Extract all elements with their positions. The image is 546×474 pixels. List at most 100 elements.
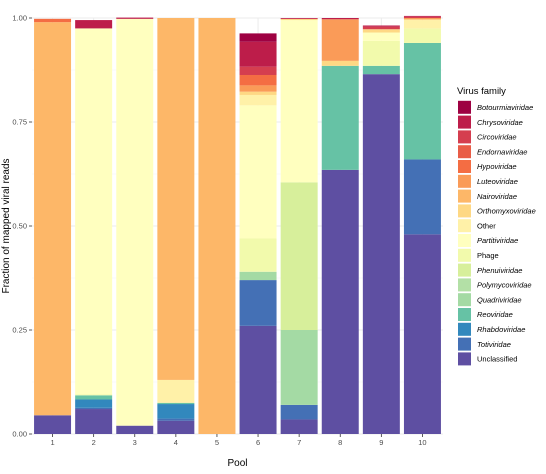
bar-segment bbox=[157, 404, 195, 419]
bar-segment bbox=[157, 18, 195, 380]
x-tick-label: 9 bbox=[379, 438, 383, 447]
bar-segment bbox=[75, 28, 113, 395]
bar-segment bbox=[403, 234, 441, 434]
bar-segment bbox=[280, 330, 318, 405]
x-axis-title: Pool bbox=[227, 458, 247, 469]
legend-swatch bbox=[458, 204, 471, 218]
legend-swatch bbox=[458, 100, 471, 114]
bar-segment bbox=[280, 18, 318, 19]
legend-swatch bbox=[458, 308, 471, 321]
legend-swatch bbox=[458, 160, 471, 173]
bar-segment bbox=[280, 182, 318, 330]
x-tick-label: 8 bbox=[338, 438, 342, 447]
bar-segment bbox=[116, 17, 154, 19]
bar-segment bbox=[239, 325, 277, 434]
bar-segment bbox=[403, 159, 441, 235]
bar-segment bbox=[239, 105, 277, 239]
x-tick-label: 10 bbox=[418, 438, 426, 447]
legend-swatch bbox=[458, 189, 471, 203]
legend-swatch bbox=[458, 352, 471, 366]
bar-segment bbox=[362, 74, 400, 434]
bar-segment bbox=[362, 25, 400, 27]
bar-segment bbox=[280, 18, 318, 21]
bar-segment bbox=[403, 16, 441, 18]
bar-segment bbox=[321, 169, 359, 434]
bar-segment bbox=[198, 18, 236, 434]
legend-swatch bbox=[458, 115, 471, 129]
bar-segment bbox=[239, 33, 277, 42]
legend-swatch bbox=[458, 337, 471, 351]
y-tick-label: 1.00 bbox=[12, 14, 27, 23]
legend-swatch bbox=[458, 322, 471, 336]
bar-segment bbox=[157, 420, 195, 434]
bar-segment bbox=[75, 399, 113, 408]
x-tick-label: 3 bbox=[133, 438, 137, 447]
bar-segment bbox=[403, 28, 441, 43]
legend-swatch bbox=[458, 219, 471, 233]
y-tick-label: 0.25 bbox=[12, 326, 27, 335]
legend-label: Phenuiviridae bbox=[477, 266, 522, 275]
bar-segment bbox=[75, 395, 113, 400]
legend-label: Chrysoviridae bbox=[477, 118, 523, 127]
bar-segment bbox=[34, 18, 72, 23]
bar-segment bbox=[75, 20, 113, 29]
bar-segment bbox=[403, 15, 441, 17]
bar-segment bbox=[239, 91, 277, 95]
y-tick-label: 0.00 bbox=[12, 430, 27, 439]
bar-segment bbox=[280, 20, 318, 183]
bar-segment bbox=[34, 22, 72, 416]
x-tick-label: 6 bbox=[256, 438, 260, 447]
bar-segment bbox=[321, 18, 359, 20]
bar-segment bbox=[157, 379, 195, 403]
bar-segment bbox=[239, 280, 277, 326]
legend-swatch bbox=[458, 278, 471, 292]
legend-label: Luteoviridae bbox=[477, 177, 518, 186]
legend-swatch bbox=[458, 263, 471, 277]
bar-segment bbox=[362, 26, 400, 30]
bar-segment bbox=[362, 65, 400, 75]
legend-label: Circoviridae bbox=[477, 133, 517, 142]
bar-segment bbox=[75, 394, 113, 396]
bar-segment bbox=[239, 94, 277, 106]
bar-segment bbox=[321, 60, 359, 66]
y-axis-title: Fraction of mapped viral reads bbox=[1, 158, 12, 293]
bar-segment bbox=[239, 41, 277, 67]
bar-segment bbox=[403, 19, 441, 21]
x-tick-label: 7 bbox=[297, 438, 301, 447]
bar-segment bbox=[403, 42, 441, 160]
y-tick-label: 0.50 bbox=[12, 222, 27, 231]
bar-segment bbox=[239, 271, 277, 281]
legend-label: Orthomyxoviridae bbox=[477, 207, 536, 216]
legend-label: Polymycoviridae bbox=[477, 281, 532, 290]
x-tick-label: 5 bbox=[215, 438, 219, 447]
bar-segment bbox=[239, 66, 277, 75]
x-axis-ticks: 1 2 3 4 5 6 7 8 9 10 bbox=[50, 434, 427, 447]
bar-segment bbox=[75, 407, 113, 410]
legend-label: Hypoviridae bbox=[477, 162, 517, 171]
bar-segment bbox=[321, 65, 359, 170]
legend-swatch bbox=[458, 293, 471, 307]
legend-swatch bbox=[458, 130, 471, 144]
bar-segment bbox=[403, 18, 441, 20]
bar-segment bbox=[75, 409, 113, 434]
legend-swatch bbox=[458, 145, 471, 159]
bar-segment bbox=[362, 32, 400, 41]
legend-label: Rhabdoviridae bbox=[477, 325, 525, 334]
bar-segment bbox=[362, 29, 400, 33]
x-tick-label: 1 bbox=[50, 438, 54, 447]
legend-label: Botourmiaviridae bbox=[477, 103, 533, 112]
legend-swatch bbox=[458, 234, 471, 247]
legend-label: Totiviridae bbox=[477, 340, 511, 349]
legend-label: Phage bbox=[477, 251, 499, 260]
legend-label: Unclassified bbox=[477, 355, 517, 364]
bar-segment bbox=[280, 419, 318, 434]
legend-swatch bbox=[458, 174, 471, 188]
bar-segment bbox=[239, 238, 277, 272]
legend-label: Endornaviridae bbox=[477, 147, 527, 156]
legend-label: Other bbox=[477, 221, 496, 230]
bar-segment bbox=[280, 404, 318, 420]
legend-swatch bbox=[458, 248, 471, 262]
legend-title: Virus family bbox=[457, 86, 506, 97]
bar-segment bbox=[157, 418, 195, 421]
